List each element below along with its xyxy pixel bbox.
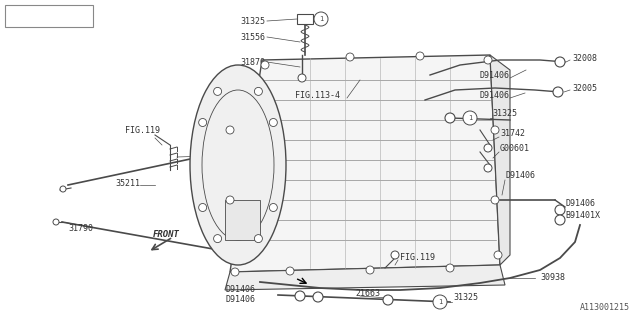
Circle shape <box>494 251 502 259</box>
Text: 30938: 30938 <box>540 274 565 283</box>
Circle shape <box>313 292 323 302</box>
Circle shape <box>383 295 393 305</box>
Circle shape <box>214 235 221 243</box>
Circle shape <box>60 186 66 192</box>
Circle shape <box>553 87 563 97</box>
Circle shape <box>198 118 207 126</box>
Polygon shape <box>225 265 505 290</box>
Circle shape <box>295 291 305 301</box>
Text: 1: 1 <box>438 299 442 305</box>
Circle shape <box>484 144 492 152</box>
Circle shape <box>261 61 269 69</box>
Text: 1: 1 <box>468 115 472 121</box>
Text: D91406: D91406 <box>505 171 535 180</box>
Circle shape <box>314 12 328 26</box>
Text: D91406: D91406 <box>565 198 595 207</box>
Polygon shape <box>490 55 510 265</box>
Text: 1: 1 <box>13 13 17 19</box>
Circle shape <box>198 204 207 212</box>
Circle shape <box>226 196 234 204</box>
Text: G00601: G00601 <box>500 143 530 153</box>
Text: FIG.119: FIG.119 <box>400 253 435 262</box>
FancyBboxPatch shape <box>5 5 93 27</box>
Circle shape <box>484 164 492 172</box>
Circle shape <box>555 205 565 215</box>
Circle shape <box>254 87 262 95</box>
Circle shape <box>269 204 277 212</box>
Text: D91406: D91406 <box>480 91 510 100</box>
Bar <box>297 14 313 24</box>
Text: 31870: 31870 <box>240 58 265 67</box>
Text: 32005: 32005 <box>572 84 597 92</box>
Text: 31325: 31325 <box>453 293 478 302</box>
Circle shape <box>555 215 565 225</box>
Circle shape <box>463 111 477 125</box>
Circle shape <box>346 53 354 61</box>
Circle shape <box>298 74 306 82</box>
Ellipse shape <box>190 65 286 265</box>
Text: G90815: G90815 <box>27 11 62 21</box>
Circle shape <box>433 295 447 309</box>
Text: D91406: D91406 <box>480 70 510 79</box>
Text: 1: 1 <box>319 16 323 22</box>
Text: B91401X: B91401X <box>565 211 600 220</box>
Circle shape <box>254 235 262 243</box>
Circle shape <box>491 126 499 134</box>
Circle shape <box>391 251 399 259</box>
Circle shape <box>484 56 492 64</box>
Circle shape <box>269 118 277 126</box>
Circle shape <box>8 9 22 23</box>
Circle shape <box>555 57 565 67</box>
Circle shape <box>491 196 499 204</box>
Circle shape <box>286 267 294 275</box>
Circle shape <box>366 266 374 274</box>
Polygon shape <box>230 55 500 272</box>
Text: D91406: D91406 <box>225 295 255 305</box>
Circle shape <box>435 297 445 307</box>
Text: 31325: 31325 <box>240 17 265 26</box>
Circle shape <box>231 268 239 276</box>
Text: 31742: 31742 <box>500 129 525 138</box>
Text: 31790: 31790 <box>68 223 93 233</box>
Text: FRONT: FRONT <box>153 229 180 238</box>
Text: 35211: 35211 <box>115 179 140 188</box>
Text: D91406: D91406 <box>225 285 255 294</box>
Text: 32008: 32008 <box>572 53 597 62</box>
Circle shape <box>416 52 424 60</box>
Circle shape <box>445 113 455 123</box>
Circle shape <box>226 126 234 134</box>
Circle shape <box>53 219 59 225</box>
Text: 21663: 21663 <box>355 289 380 298</box>
Text: 31556: 31556 <box>240 33 265 42</box>
Text: 31325: 31325 <box>492 108 517 117</box>
Text: A113001215: A113001215 <box>580 303 630 312</box>
Text: FIG.119: FIG.119 <box>125 125 160 134</box>
Polygon shape <box>225 200 260 240</box>
Text: FIG.113-4: FIG.113-4 <box>295 91 340 100</box>
Circle shape <box>446 264 454 272</box>
Circle shape <box>214 87 221 95</box>
